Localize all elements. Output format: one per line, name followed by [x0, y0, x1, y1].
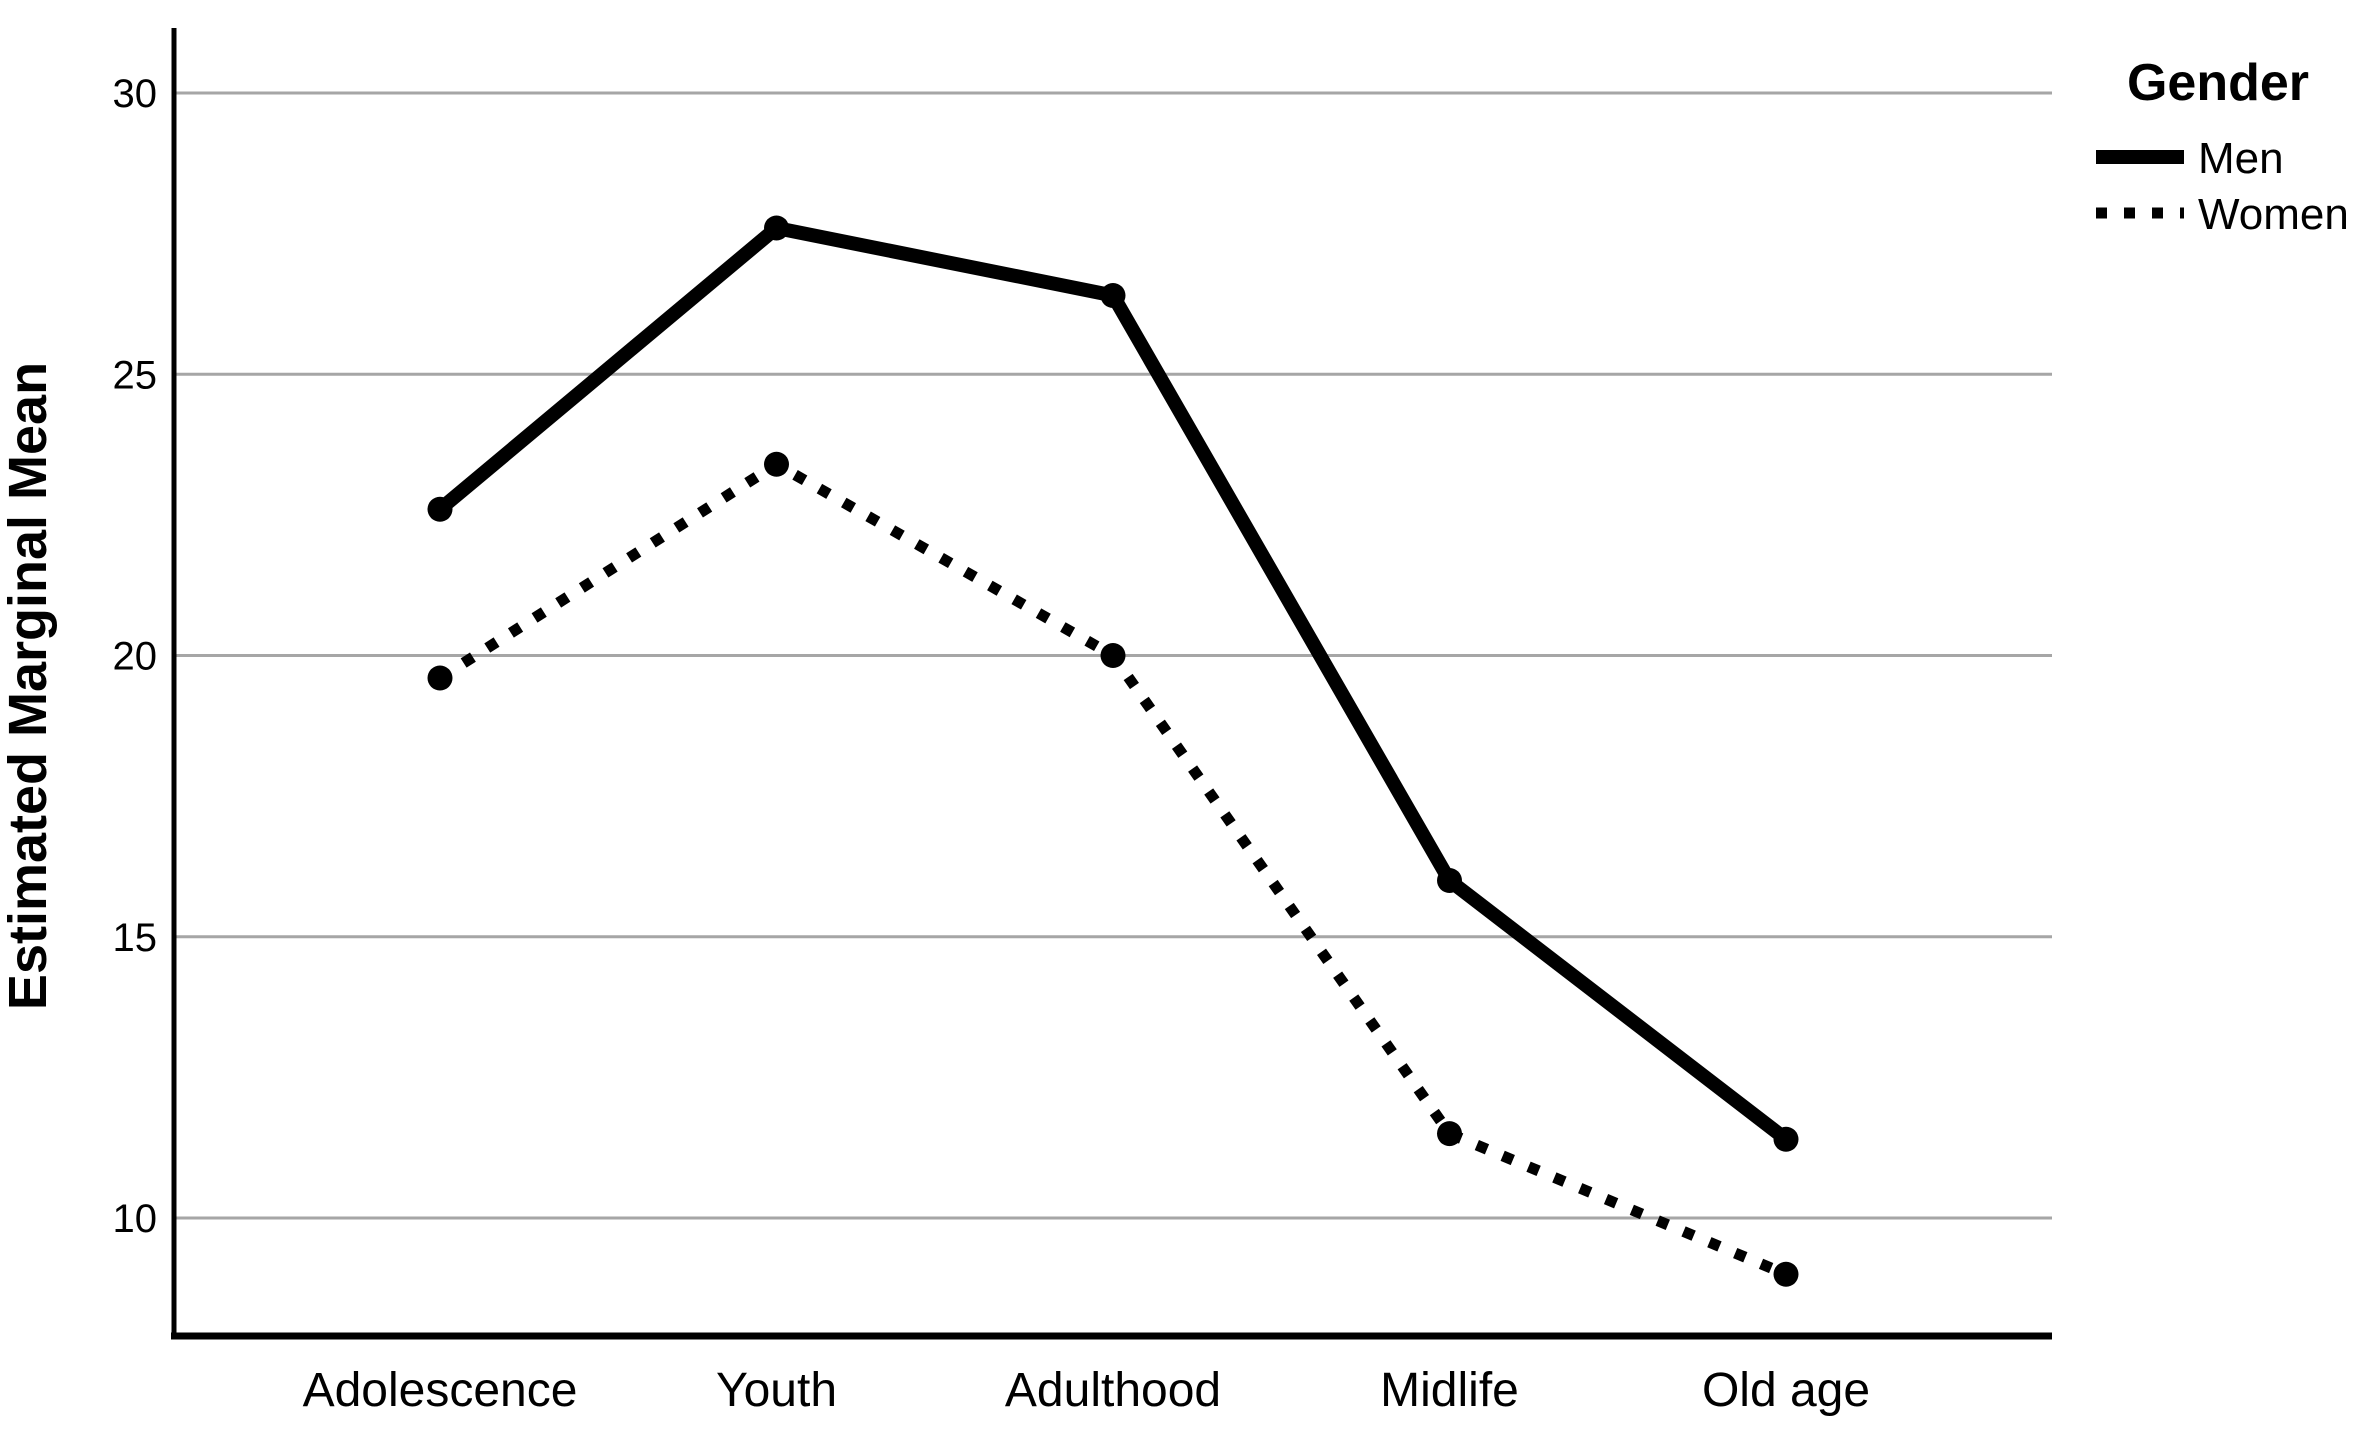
data-point-women	[1437, 1121, 1462, 1147]
y-tick-labels: 30 25 20 15 10	[113, 72, 158, 1241]
series-line-women	[437, 458, 1789, 1280]
legend-women-label: Women	[2198, 190, 2349, 239]
x-tick-labels: Adolescence Youth Adulthood Midlife Old age	[303, 1364, 1870, 1417]
y-tick-label: 30	[113, 72, 158, 116]
x-category-label: Adulthood	[1005, 1364, 1221, 1417]
data-point-women	[764, 451, 789, 477]
x-category-label: Old age	[1702, 1364, 1870, 1417]
data-point-women	[1773, 1261, 1799, 1287]
data-point-men	[1437, 868, 1462, 893]
data-point-men	[1100, 283, 1126, 308]
legend-men-label: Men	[2198, 134, 2284, 183]
data-point-men	[1773, 1126, 1799, 1152]
y-tick-label: 10	[113, 1197, 158, 1241]
series-line-men	[435, 221, 1791, 1145]
data-point-men	[764, 215, 789, 241]
series-lines	[427, 215, 1799, 1287]
data-point-women	[1100, 643, 1126, 668]
y-tick-label: 20	[113, 635, 158, 679]
y-tick-label: 25	[113, 353, 158, 397]
data-point-women	[427, 665, 453, 691]
x-category-label: Adolescence	[303, 1364, 578, 1417]
x-category-label: Midlife	[1380, 1364, 1519, 1417]
x-category-label: Youth	[716, 1364, 837, 1417]
y-axis-title: Estimated Marginal Mean	[0, 362, 58, 1010]
legend-title: Gender	[2127, 54, 2309, 112]
data-point-men	[427, 496, 453, 522]
y-tick-label: 15	[113, 916, 158, 960]
legend: Gender Men Women	[2096, 54, 2349, 239]
